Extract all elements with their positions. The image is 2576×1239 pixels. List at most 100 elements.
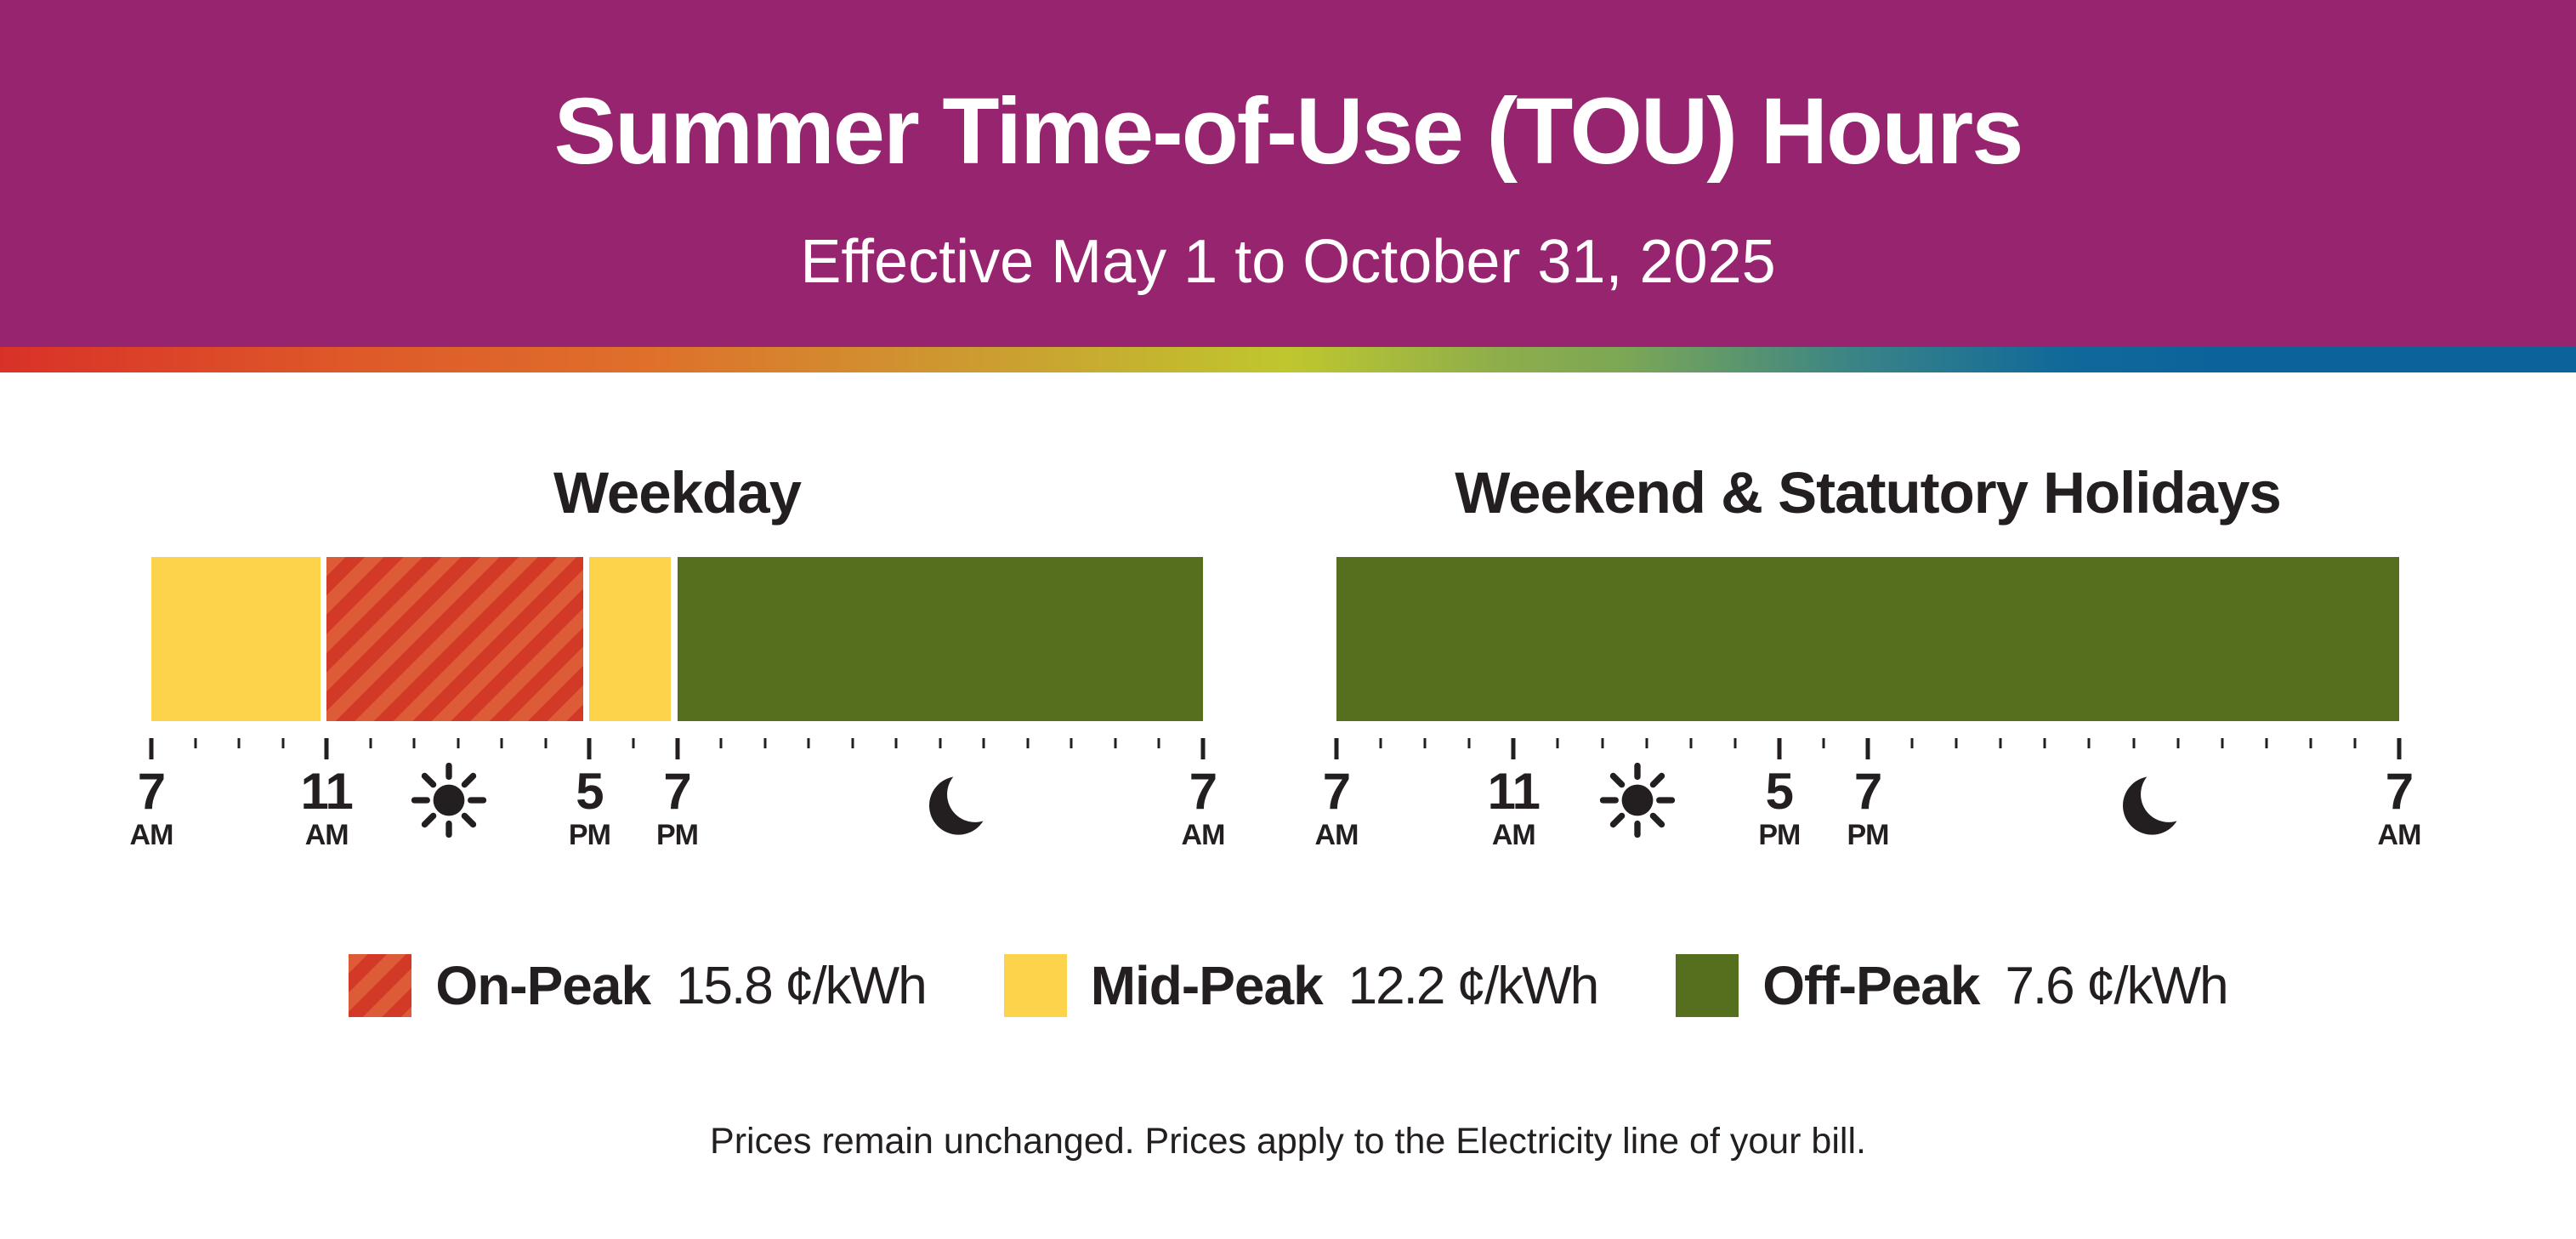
minor-tick [2043,738,2046,748]
mid-peak-swatch [1003,954,1067,1017]
minor-tick [1026,738,1030,748]
moon-icon [928,761,1003,850]
on-peak-swatch [349,954,412,1017]
time-period: PM [656,819,699,851]
major-tick [1865,738,1870,759]
time-label-7pm: 7 PM [656,763,699,851]
major-tick [324,738,329,759]
minor-tick [1733,738,1737,748]
weekday-chart: Weekday 7 AM 11 AM 5 PM 7 PM 7 AM [130,460,1226,940]
time-period: PM [1847,819,1890,851]
weekday-axis-ticks [149,738,1206,760]
minor-tick [2309,738,2312,748]
time-label-7am: 7 AM [1181,766,1226,851]
minor-tick [939,738,942,748]
segment-on-peak [326,557,584,721]
major-tick [2397,738,2402,759]
segment-mid-peak [589,557,672,721]
minor-tick [1423,738,1427,748]
minor-tick [1822,738,1825,748]
minor-tick [194,738,197,748]
time-number: 5 [576,763,604,820]
sun-icon [1598,761,1677,844]
time-number: 11 [300,763,353,820]
minor-tick [2087,738,2091,748]
minor-tick [457,738,460,748]
time-label-11am: 11 AM [1488,766,1540,850]
time-number: 7 [663,763,691,820]
time-number: 11 [1487,763,1540,820]
minor-tick [1070,738,1073,748]
time-period: AM [2377,819,2422,851]
weekend-bar [1336,557,2399,721]
minor-tick [982,738,985,748]
weekend-axis-labels: 7 AM 11 AM 5 PM 7 PM 7 AM [1315,762,2421,902]
minor-tick [1999,738,2002,748]
time-period: AM [1314,819,1359,851]
minor-tick [1955,738,1958,748]
legend: On-Peak 15.8 ¢/kWh Mid-Peak 12.2 ¢/kWh O… [0,954,2576,1017]
time-label-5pm: 5 PM [568,763,611,851]
segment-off-peak [1336,557,2399,721]
minor-tick [2265,738,2268,748]
off-peak-label: Off-Peak [1762,955,1980,1016]
time-label-7pm: 7 PM [1847,763,1890,851]
legend-item-on-peak: On-Peak 15.8 ¢/kWh [349,954,928,1017]
off-peak-swatch [1676,954,1739,1017]
sun-icon [410,761,488,844]
minor-tick [1689,738,1693,748]
segment-mid-peak [151,557,321,721]
time-period: AM [129,819,174,851]
weekend-chart-title: Weekend & Statutory Holidays [1455,460,2281,526]
minor-tick [2176,738,2180,748]
page-subtitle: Effective May 1 to October 31, 2025 [800,228,1776,296]
mid-peak-price: 12.2 ¢/kWh [1348,956,1600,1015]
time-label-7am: 7 AM [2377,763,2422,851]
time-period: AM [1181,819,1226,851]
minor-tick [281,738,285,748]
weekday-axis-labels: 7 AM 11 AM 5 PM 7 PM 7 AM [130,762,1225,902]
minor-tick [1379,738,1382,748]
time-label-7am: 7 AM [129,766,174,851]
time-period: AM [304,819,349,851]
minor-tick [807,738,810,748]
time-label-7am: 7 AM [1315,766,1359,850]
minor-tick [369,738,372,748]
minor-tick [1157,738,1160,748]
time-number: 7 [2385,763,2414,820]
minor-tick [237,738,241,748]
weekend-axis-ticks [1334,738,2402,760]
minor-tick [1910,738,1914,748]
time-period: AM [1491,819,1536,851]
minor-tick [1114,738,1117,748]
page-title: Summer Time-of-Use (TOU) Hours [553,79,2024,184]
legend-item-mid-peak: Mid-Peak 12.2 ¢/kWh [1003,954,1600,1017]
minor-tick [1467,738,1471,748]
legend-item-off-peak: Off-Peak 7.6 ¢/kWh [1676,954,2229,1017]
minor-tick [1601,738,1603,748]
charts-area: Weekday 7 AM 11 AM 5 PM 7 PM 7 AM Weekend & Statu… [0,372,2576,1239]
time-label-5pm: 5 PM [1758,763,1801,851]
major-tick [1334,738,1339,759]
major-tick [1511,738,1516,759]
minor-tick [1556,738,1559,748]
minor-tick [719,738,723,748]
time-period: PM [1758,819,1801,851]
major-tick [149,738,154,759]
time-period: PM [568,819,611,851]
header-banner: Summer Time-of-Use (TOU) Hours Effective… [0,0,2576,347]
major-tick [1777,738,1782,759]
time-number: 5 [1765,763,1794,820]
minor-tick [412,738,416,748]
major-tick [587,738,592,759]
time-number: 7 [1853,763,1882,820]
minor-tick [2132,738,2135,748]
weekday-bar [151,557,1203,721]
minor-tick [894,738,898,748]
weekday-chart-title: Weekday [553,460,802,526]
minor-tick [632,738,635,748]
moon-icon [2122,761,2197,850]
minor-tick [851,738,854,748]
segment-off-peak [677,557,1203,721]
